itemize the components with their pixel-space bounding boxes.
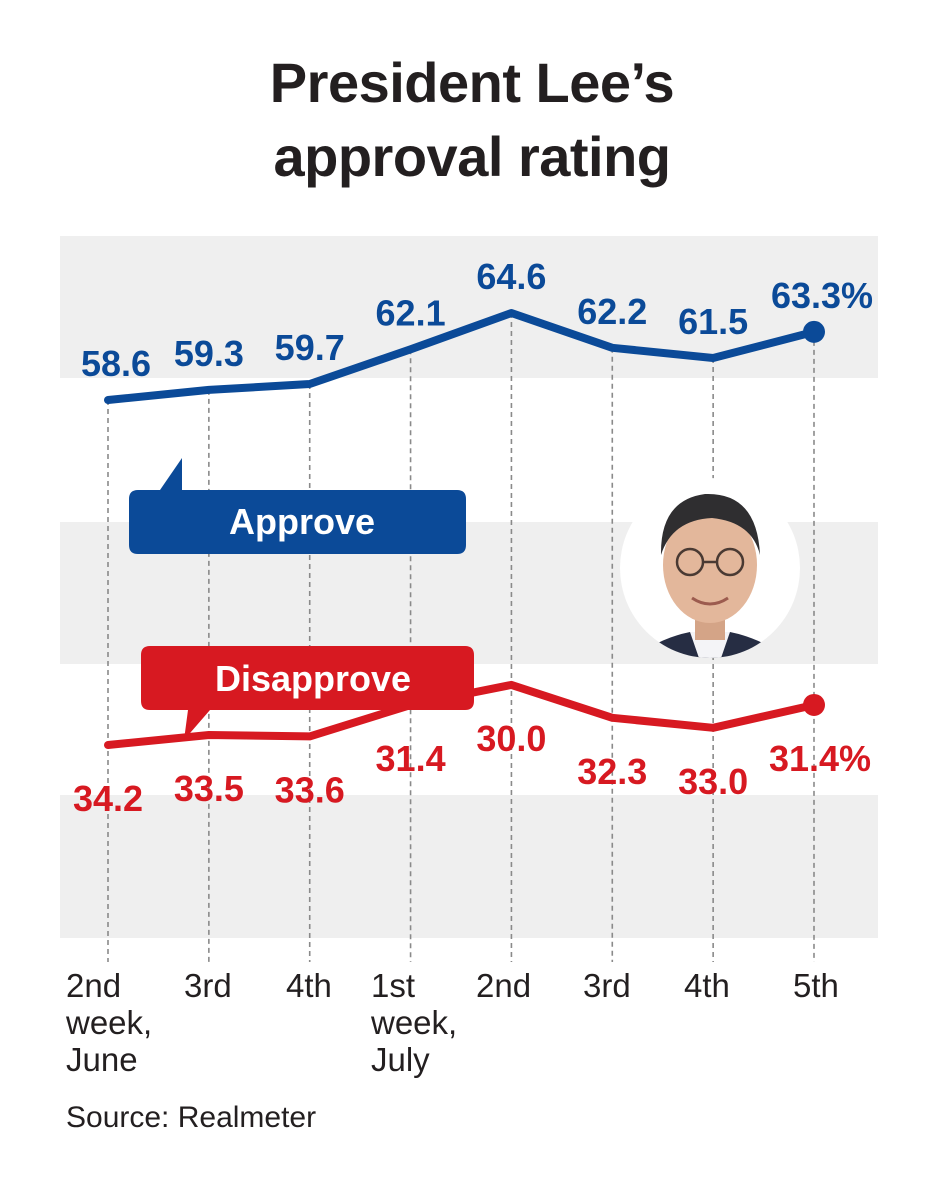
disapprove-value-label: 31.4 <box>376 738 446 779</box>
approve-value-label: 63.3% <box>771 275 873 316</box>
x-tick-label: 3rd <box>184 967 232 1004</box>
disapprove-value-label: 31.4% <box>769 738 871 779</box>
legend-disapprove: Disapprove <box>141 646 474 740</box>
disapprove-value-label: 34.2 <box>73 778 143 819</box>
source-note: Source: Realmeter <box>66 1101 316 1134</box>
legend-approve-callout <box>129 458 466 554</box>
x-tick-label: 1st week, July <box>370 967 457 1078</box>
background-band <box>60 795 878 938</box>
disapprove-endpoint-marker <box>802 693 825 716</box>
x-tick-label: 2nd week, June <box>65 967 152 1078</box>
legend-disapprove-callout <box>141 646 474 740</box>
legend-disapprove-label: Disapprove <box>215 658 411 699</box>
approve-value-label: 62.2 <box>577 291 647 332</box>
approve-value-label: 64.6 <box>476 256 546 297</box>
approve-series-line <box>104 309 818 404</box>
disapprove-value-label: 33.0 <box>678 761 748 802</box>
legend-approve-label: Approve <box>229 501 375 542</box>
disapprove-value-label: 30.0 <box>476 718 546 759</box>
chart-title-line-2: approval rating <box>273 125 670 188</box>
chart-title-line-1: President Lee’s <box>270 51 674 114</box>
portrait-photo <box>620 478 800 658</box>
x-tick-label: 3rd <box>583 967 631 1004</box>
approve-value-label: 58.6 <box>81 343 151 384</box>
disapprove-value-label: 33.6 <box>275 769 345 810</box>
approve-value-label: 62.1 <box>376 292 446 333</box>
legend-approve: Approve <box>129 458 466 554</box>
approve-value-label: 59.3 <box>174 333 244 374</box>
approve-endpoint-marker <box>802 320 825 343</box>
x-tick-label: 5th <box>793 967 839 1004</box>
x-tick-label: 4th <box>684 967 730 1004</box>
disapprove-value-label: 33.5 <box>174 768 244 809</box>
x-tick-label: 2nd <box>476 967 531 1004</box>
disapprove-value-label: 32.3 <box>577 751 647 792</box>
x-tick-label: 4th <box>286 967 332 1004</box>
approve-value-label: 61.5 <box>678 301 748 342</box>
approve-value-label: 59.7 <box>275 327 345 368</box>
